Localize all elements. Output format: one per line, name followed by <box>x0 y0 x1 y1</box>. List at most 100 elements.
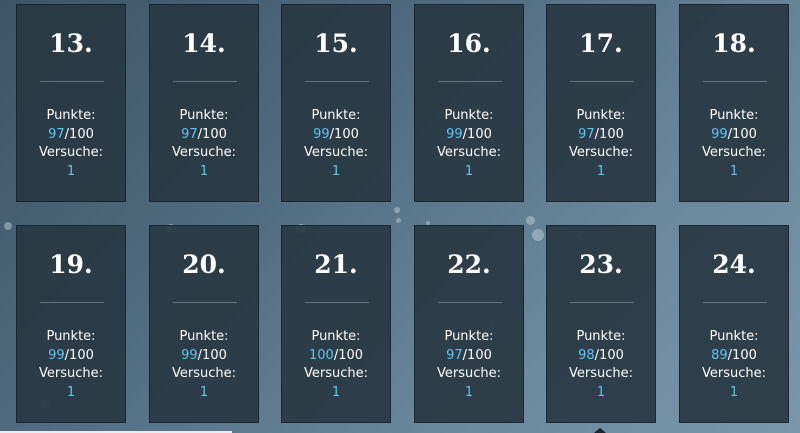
score-max: /100 <box>197 126 227 142</box>
score-line: 97/100 <box>547 126 655 145</box>
day-number: 18. <box>712 29 756 58</box>
score-line: 97/100 <box>17 126 125 145</box>
points-label: Punkte: <box>311 329 361 344</box>
attempts-value: 1 <box>729 163 739 179</box>
background-bubble <box>4 222 12 230</box>
score-max: /100 <box>329 126 359 142</box>
score-max: /100 <box>333 347 364 363</box>
day-card[interactable]: 18. Punkte: 99/100 Versuche: 1 <box>679 4 789 202</box>
background-bubble <box>394 207 400 213</box>
divider <box>173 81 237 82</box>
attempts-value: 1 <box>66 384 76 400</box>
divider <box>305 81 369 82</box>
divider <box>438 81 502 82</box>
bottom-strip <box>0 431 232 433</box>
day-card[interactable]: 19. Punkte: 99/100 Versuche: 1 <box>16 225 126 423</box>
points-label: Punkte: <box>311 108 361 123</box>
attempts-value: 1 <box>464 384 474 400</box>
score-value: 99 <box>711 126 728 142</box>
points-label: Punkte: <box>576 329 626 344</box>
score-value: 97 <box>181 126 198 142</box>
day-number: 24. <box>712 250 756 279</box>
day-number: 21. <box>314 250 358 279</box>
points-label: Punkte: <box>709 329 759 344</box>
card-info: Punkte: 98/100 Versuche: 1 <box>547 328 655 402</box>
background-bubble <box>532 229 544 241</box>
points-label: Punkte: <box>179 329 229 344</box>
attempts-label: Versuche: <box>701 366 766 381</box>
card-info: Punkte: 97/100 Versuche: 1 <box>17 107 125 181</box>
day-card[interactable]: 16. Punkte: 99/100 Versuche: 1 <box>414 4 524 202</box>
day-card[interactable]: 24. Punkte: 89/100 Versuche: 1 <box>679 225 789 423</box>
attempts-value: 1 <box>331 163 341 179</box>
card-info: Punkte: 97/100 Versuche: 1 <box>150 107 258 181</box>
attempts-label: Versuche: <box>38 145 103 160</box>
score-max: /100 <box>594 347 624 363</box>
day-card[interactable]: 20. Punkte: 99/100 Versuche: 1 <box>149 225 259 423</box>
day-number: 22. <box>447 250 491 279</box>
day-card[interactable]: 22. Punkte: 97/100 Versuche: 1 <box>414 225 524 423</box>
score-value: 99 <box>48 347 65 363</box>
score-line: 98/100 <box>547 347 655 366</box>
score-value: 97 <box>578 126 595 142</box>
attempts-label: Versuche: <box>171 366 236 381</box>
divider <box>703 302 767 303</box>
attempts-value: 1 <box>596 163 606 179</box>
score-value: 99 <box>446 126 463 142</box>
card-info: Punkte: 89/100 Versuche: 1 <box>680 328 788 402</box>
divider <box>570 302 634 303</box>
day-card[interactable]: 14. Punkte: 97/100 Versuche: 1 <box>149 4 259 202</box>
score-max: /100 <box>727 347 757 363</box>
score-line: 99/100 <box>150 347 258 366</box>
card-info: Punkte: 99/100 Versuche: 1 <box>17 328 125 402</box>
score-line: 99/100 <box>415 126 523 145</box>
score-line: 99/100 <box>17 347 125 366</box>
caret-up-icon <box>594 428 606 433</box>
day-card[interactable]: 23. Punkte: 98/100 Versuche: 1 <box>546 225 656 423</box>
score-max: /100 <box>727 126 757 142</box>
divider <box>438 302 502 303</box>
attempts-value: 1 <box>464 163 474 179</box>
background-bubble <box>526 216 535 225</box>
attempts-value: 1 <box>729 384 739 400</box>
day-card[interactable]: 21. Punkte: 100/100 Versuche: 1 <box>281 225 391 423</box>
divider <box>40 81 104 82</box>
attempts-value: 1 <box>596 384 606 400</box>
card-info: Punkte: 97/100 Versuche: 1 <box>415 328 523 402</box>
card-info: Punkte: 99/100 Versuche: 1 <box>150 328 258 402</box>
score-value: 98 <box>578 347 595 363</box>
points-label: Punkte: <box>46 329 96 344</box>
score-value: 99 <box>181 347 198 363</box>
divider <box>703 81 767 82</box>
card-info: Punkte: 99/100 Versuche: 1 <box>282 107 390 181</box>
points-label: Punkte: <box>179 108 229 123</box>
points-label: Punkte: <box>709 108 759 123</box>
day-number: 16. <box>447 29 491 58</box>
day-number: 13. <box>49 29 93 58</box>
day-card[interactable]: 15. Punkte: 99/100 Versuche: 1 <box>281 4 391 202</box>
attempts-label: Versuche: <box>701 145 766 160</box>
score-max: /100 <box>594 126 624 142</box>
score-max: /100 <box>64 126 94 142</box>
attempts-label: Versuche: <box>568 366 633 381</box>
day-number: 20. <box>182 250 226 279</box>
attempts-label: Versuche: <box>38 366 103 381</box>
attempts-value: 1 <box>199 163 209 179</box>
score-value: 89 <box>711 347 728 363</box>
day-number: 17. <box>579 29 623 58</box>
divider <box>305 302 369 303</box>
score-line: 99/100 <box>680 126 788 145</box>
card-info: Punkte: 100/100 Versuche: 1 <box>282 328 390 402</box>
score-max: /100 <box>64 347 94 363</box>
score-max: /100 <box>197 347 227 363</box>
attempts-label: Versuche: <box>171 145 236 160</box>
divider <box>570 81 634 82</box>
day-card[interactable]: 17. Punkte: 97/100 Versuche: 1 <box>546 4 656 202</box>
score-max: /100 <box>462 126 492 142</box>
score-line: 97/100 <box>415 347 523 366</box>
card-info: Punkte: 99/100 Versuche: 1 <box>680 107 788 181</box>
attempts-label: Versuche: <box>303 145 368 160</box>
score-max: /100 <box>462 347 492 363</box>
day-card[interactable]: 13. Punkte: 97/100 Versuche: 1 <box>16 4 126 202</box>
score-line: 100/100 <box>282 347 390 366</box>
